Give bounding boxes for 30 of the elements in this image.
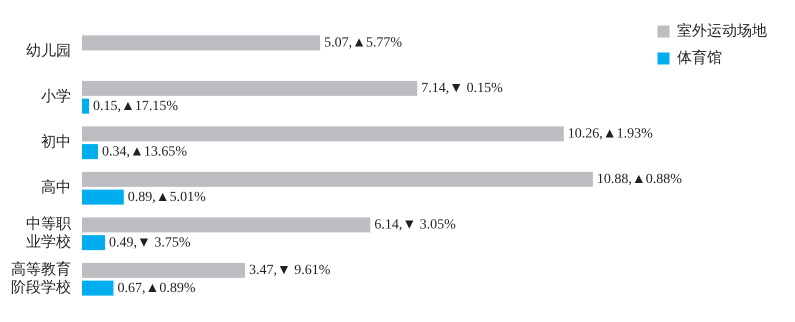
data-label: 0.67,▲0.89%: [117, 280, 196, 296]
bar: [82, 280, 114, 296]
data-label: 0.34,▲13.65%: [102, 144, 188, 160]
data-label: 10.26,▲1.93%: [568, 126, 654, 142]
y-tick-label: 初中: [41, 134, 71, 151]
legend-label: 体育馆: [677, 49, 722, 66]
bar: [82, 235, 106, 250]
data-label: 3.47,▼ 9.61%: [248, 263, 331, 278]
data-label: 5.07,▲5.77%: [324, 36, 402, 51]
data-label: 6.14,▼ 3.05%: [374, 218, 456, 233]
data-label: 7.14,▼ 0.15%: [421, 81, 504, 96]
bar: [82, 217, 370, 232]
bar: [82, 144, 98, 160]
bar: [82, 80, 418, 96]
bar: [82, 190, 124, 205]
y-tick-label: 高中: [41, 179, 71, 196]
y-tick-label: 中等职业学校: [26, 216, 71, 251]
bar: [82, 35, 320, 50]
bar: [82, 172, 593, 187]
data-label: 10.88,▲0.88%: [596, 172, 682, 188]
bar: [82, 262, 245, 278]
data-label: 0.49,▼ 3.75%: [109, 235, 191, 250]
data-label: 0.89,▲5.01%: [128, 190, 206, 205]
data-label: 0.15,▲17.15%: [93, 98, 178, 114]
legend-label: 室外运动场地: [677, 22, 767, 40]
y-tick-label: 小学: [41, 88, 71, 106]
bar: [82, 98, 90, 114]
y-tick-label: 幼儿园: [26, 42, 71, 60]
bar: [82, 126, 564, 142]
y-tick-label: 高等教育阶段学校: [11, 261, 71, 296]
